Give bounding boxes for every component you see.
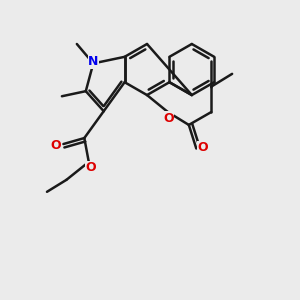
Text: O: O bbox=[85, 161, 96, 174]
Text: O: O bbox=[163, 112, 174, 124]
Text: O: O bbox=[197, 141, 208, 154]
Text: O: O bbox=[51, 139, 61, 152]
Text: N: N bbox=[88, 56, 98, 68]
